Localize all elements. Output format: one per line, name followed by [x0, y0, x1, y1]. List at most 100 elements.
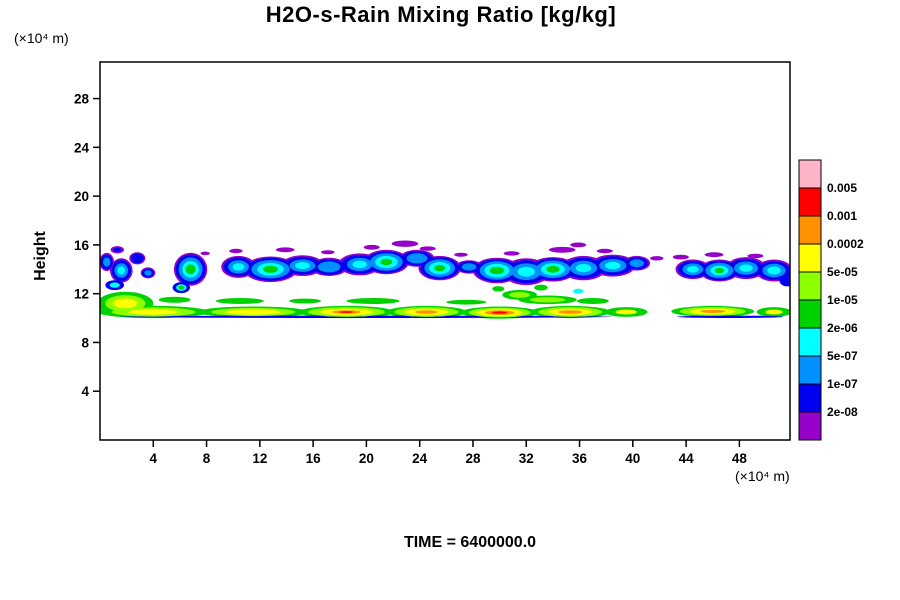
x-tick-label: 24 [412, 451, 428, 466]
contour-region-cyan [295, 262, 310, 270]
contour-region-green [714, 267, 725, 274]
colorbar-label: 0.001 [827, 209, 857, 223]
contour-region-cyan [575, 264, 592, 273]
contour-region-yellow [128, 309, 179, 315]
contour-region-purple [275, 247, 295, 253]
contour-region-cyan [109, 282, 120, 288]
contour-region-purple [570, 242, 587, 248]
colorbar-label: 0.005 [827, 181, 857, 195]
contour-region-purple [454, 252, 468, 257]
colorbar-cell-red [798, 187, 822, 217]
contour-region-green [346, 298, 400, 304]
colorbar-label: 5e-07 [827, 349, 858, 363]
colorbar-cell-ygreen [798, 271, 822, 301]
contour-region-cyan [605, 261, 621, 270]
y-tick-label: 12 [74, 287, 89, 302]
contour-region-purple [672, 254, 689, 260]
colorbar-cell-green [798, 299, 822, 329]
contour-region-green [215, 298, 264, 304]
contour-region-cyan [767, 266, 781, 275]
contour-region-purple [747, 253, 764, 259]
chart-title: H2O-s-Rain Mixing Ratio [kg/kg] [265, 2, 617, 27]
contour-region-ygreen [509, 292, 530, 298]
contour-region-blue [130, 253, 144, 264]
y-tick-label: 16 [74, 238, 90, 253]
contour-region-green [492, 286, 505, 292]
contour-region-red [339, 311, 354, 313]
colorbar-cell-yellow [798, 243, 822, 273]
contour-field [100, 240, 790, 319]
x-tick-label: 28 [465, 451, 481, 466]
contour-region-purple [419, 246, 436, 251]
colorbar-cell-blue [798, 383, 822, 413]
time-label: TIME = 6400000.0 [403, 534, 537, 551]
contour-region-green [534, 284, 548, 291]
contour-region-purple [229, 248, 243, 254]
colorbar-cell-cyan [798, 327, 822, 357]
colorbar-label: 2e-06 [827, 321, 858, 335]
contour-region-purple [704, 252, 724, 258]
contour-region-blue [676, 315, 784, 318]
x-tick-label: 32 [519, 451, 534, 466]
y-axis-unit-label: (×10⁴ m) [14, 30, 69, 46]
contour-region-blue [113, 247, 122, 252]
colorbar-label: 2e-08 [827, 405, 858, 419]
x-tick-label: 4 [150, 451, 158, 466]
x-tick-label: 40 [625, 451, 640, 466]
contour-region-cyan [739, 264, 753, 272]
contour-region-yellow [113, 298, 137, 309]
contour-region-green [380, 258, 393, 266]
contour-region-purple [503, 251, 520, 256]
contour-region-purple [596, 248, 613, 254]
plot-frame [99, 61, 791, 441]
colorbar-cell-orange [798, 215, 822, 245]
contour-region-orange [558, 310, 583, 314]
x-tick-label: 36 [572, 451, 588, 466]
contour-region-lblue [103, 257, 111, 267]
y-tick-label: 24 [74, 140, 90, 155]
x-tick-label: 48 [732, 451, 748, 466]
colorbar-cell-purple [798, 411, 822, 441]
x-tick-label: 12 [252, 451, 267, 466]
contour-region-purple [200, 251, 210, 256]
x-tick-label: 20 [359, 451, 374, 466]
contour-region-orange [415, 310, 438, 314]
contour-region-cyan [352, 260, 367, 269]
colorbar-cell-pink [798, 159, 822, 189]
contour-region-lblue [144, 270, 152, 276]
x-tick-label: 8 [203, 451, 211, 466]
contour-region-green [446, 299, 487, 305]
y-tick-label: 20 [74, 189, 89, 204]
colorbar-cell-lblue [798, 355, 822, 385]
contour-region-purple [391, 240, 419, 247]
contour-region-cyan [517, 266, 535, 277]
contour-region-purple [548, 246, 576, 253]
colorbar-label: 5e-05 [827, 265, 858, 279]
colorbar-label: 1e-07 [827, 377, 858, 391]
contour-region-orange [700, 309, 726, 313]
contour-region-purple [650, 256, 664, 261]
colorbar-label: 0.0002 [827, 237, 864, 251]
contour-region-green [434, 264, 446, 272]
contour-region-green [263, 265, 278, 273]
contour-region-yellow [615, 309, 637, 315]
x-axis-unit-label: (×10⁴ m) [735, 468, 790, 484]
contour-region-yellow [225, 309, 282, 315]
colorbar-label: 1e-05 [827, 293, 858, 307]
contour-region-cyan [232, 263, 245, 271]
contour-region-green [546, 265, 560, 273]
contour-region-lblue [406, 253, 428, 264]
contour-region-cyan [572, 288, 584, 294]
y-tick-label: 8 [81, 335, 89, 350]
contour-region-ygreen [530, 297, 566, 303]
contour-region-green [489, 266, 505, 275]
contour-region-lblue [317, 261, 341, 273]
contour-region-cyan [117, 266, 126, 275]
contour-region-yellow [765, 309, 783, 315]
y-tick-label: 4 [81, 384, 89, 399]
contour-region-green [576, 298, 609, 304]
contour-region-purple [363, 244, 380, 250]
x-tick-label: 44 [679, 451, 695, 466]
